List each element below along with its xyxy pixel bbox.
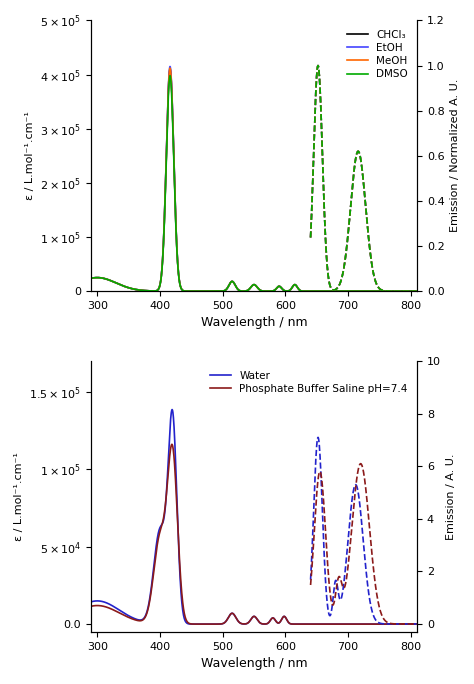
Water — [414, 620, 420, 628]
DMSO — [345, 287, 351, 295]
EtOH — [88, 274, 94, 282]
Y-axis label: Emission / Normalized A. U.: Emission / Normalized A. U. — [450, 79, 460, 233]
Water — [345, 620, 351, 628]
Water — [247, 617, 253, 625]
DMSO — [88, 274, 94, 282]
MeOH — [105, 276, 110, 284]
Water — [405, 620, 410, 628]
CHCl₃ — [105, 276, 110, 284]
CHCl₃ — [345, 287, 351, 295]
EtOH — [414, 287, 420, 295]
Phosphate Buffer Saline pH=7.4 — [105, 603, 110, 611]
DMSO — [247, 285, 253, 293]
DMSO — [414, 287, 420, 295]
Water — [105, 599, 110, 607]
CHCl₃ — [167, 65, 173, 73]
Y-axis label: ε / L.mol⁻¹.cm⁻¹: ε / L.mol⁻¹.cm⁻¹ — [14, 452, 24, 541]
Line: MeOH: MeOH — [91, 68, 417, 291]
MeOH — [247, 285, 253, 293]
Legend: Water, Phosphate Buffer Saline pH=7.4: Water, Phosphate Buffer Saline pH=7.4 — [206, 367, 412, 398]
MeOH — [238, 287, 244, 295]
Phosphate Buffer Saline pH=7.4 — [247, 617, 253, 625]
CHCl₃ — [88, 274, 94, 282]
Phosphate Buffer Saline pH=7.4 — [405, 620, 410, 628]
DMSO — [105, 276, 110, 284]
EtOH — [405, 287, 410, 295]
Line: CHCl₃: CHCl₃ — [91, 69, 417, 291]
EtOH — [247, 285, 253, 293]
MeOH — [345, 287, 351, 295]
DMSO — [405, 287, 410, 295]
Line: Water: Water — [91, 410, 417, 624]
Water — [88, 598, 94, 606]
CHCl₃ — [247, 285, 253, 293]
DMSO — [167, 72, 173, 80]
Water — [169, 406, 175, 414]
Y-axis label: Emission / A. U.: Emission / A. U. — [447, 453, 456, 540]
Phosphate Buffer Saline pH=7.4 — [238, 620, 244, 628]
CHCl₃ — [405, 287, 410, 295]
Y-axis label: ε / L.mol⁻¹.cm⁻¹: ε / L.mol⁻¹.cm⁻¹ — [25, 111, 35, 200]
EtOH — [238, 287, 244, 295]
Line: EtOH: EtOH — [91, 66, 417, 291]
Water — [405, 620, 410, 628]
CHCl₃ — [414, 287, 420, 295]
EtOH — [405, 287, 410, 295]
Phosphate Buffer Saline pH=7.4 — [345, 620, 351, 628]
MeOH — [167, 64, 173, 73]
Phosphate Buffer Saline pH=7.4 — [405, 620, 410, 628]
Phosphate Buffer Saline pH=7.4 — [88, 602, 94, 610]
Water — [238, 620, 244, 628]
EtOH — [105, 276, 110, 284]
CHCl₃ — [405, 287, 410, 295]
MeOH — [405, 287, 410, 295]
X-axis label: Wavelength / nm: Wavelength / nm — [201, 317, 307, 330]
EtOH — [345, 287, 351, 295]
Phosphate Buffer Saline pH=7.4 — [414, 620, 420, 628]
X-axis label: Wavelength / nm: Wavelength / nm — [201, 657, 307, 670]
Line: Phosphate Buffer Saline pH=7.4: Phosphate Buffer Saline pH=7.4 — [91, 445, 417, 624]
Phosphate Buffer Saline pH=7.4 — [169, 440, 175, 449]
DMSO — [405, 287, 410, 295]
MeOH — [414, 287, 420, 295]
MeOH — [88, 274, 94, 282]
CHCl₃ — [238, 287, 244, 295]
DMSO — [238, 287, 244, 295]
MeOH — [405, 287, 410, 295]
EtOH — [167, 62, 173, 70]
Legend: CHCl₃, EtOH, MeOH, DMSO: CHCl₃, EtOH, MeOH, DMSO — [343, 26, 412, 83]
Line: DMSO: DMSO — [91, 76, 417, 291]
